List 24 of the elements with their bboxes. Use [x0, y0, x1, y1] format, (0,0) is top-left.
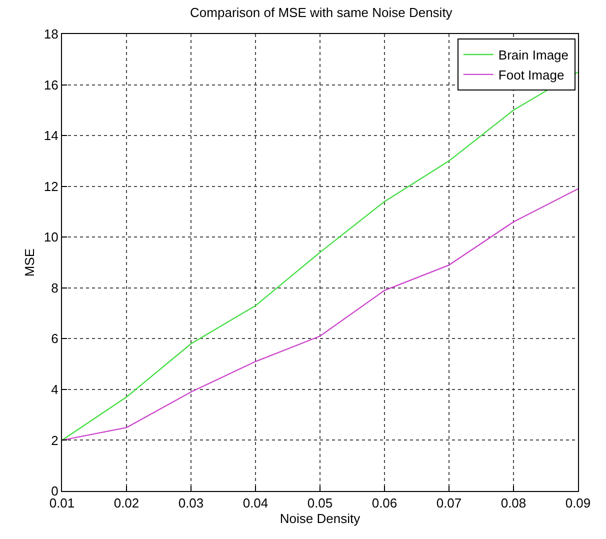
legend-label: Foot Image	[498, 67, 564, 82]
y-tick-label: 4	[51, 382, 58, 397]
y-tick-label: 6	[51, 331, 58, 346]
x-tick-label: 0.02	[114, 496, 140, 511]
x-axis-title: Noise Density	[280, 511, 361, 526]
x-tick-label: 0.03	[178, 496, 204, 511]
y-tick-label: 14	[44, 128, 58, 144]
chart-title: Comparison of MSE with same Noise Density	[190, 5, 453, 20]
line-series	[62, 188, 578, 441]
x-tick-label: 0.04	[242, 496, 268, 511]
y-tick-label: 12	[44, 178, 58, 194]
legend-label: Brain Image	[498, 48, 569, 63]
x-tick-label: 0.09	[565, 496, 591, 511]
line-series	[62, 71, 578, 441]
x-tick-label: 0.07	[436, 496, 462, 511]
y-tick-label: 2	[51, 432, 58, 448]
x-tick-label: 0.05	[307, 496, 333, 511]
y-tick-label: 16	[44, 77, 58, 92]
x-tick-label: 0.06	[372, 496, 398, 511]
x-tick-label: 0.08	[500, 496, 526, 511]
y-tick-label: 8	[51, 280, 58, 296]
y-tick-label: 10	[44, 230, 58, 245]
y-axis-title: MSE	[22, 248, 37, 277]
y-tick-label: 18	[44, 26, 58, 42]
